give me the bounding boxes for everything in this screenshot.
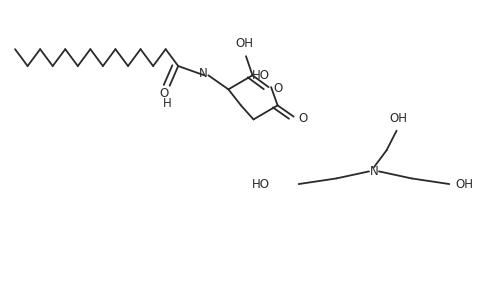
Text: O: O [298,112,307,124]
Text: HO: HO [252,178,270,191]
Text: OH: OH [454,178,472,191]
Text: OH: OH [388,112,406,124]
Text: N: N [369,165,378,178]
Text: OH: OH [235,37,253,50]
Text: H: H [162,97,171,110]
Text: O: O [159,87,168,100]
Text: HO: HO [252,69,270,82]
Text: O: O [273,82,282,95]
Text: N: N [198,67,207,80]
